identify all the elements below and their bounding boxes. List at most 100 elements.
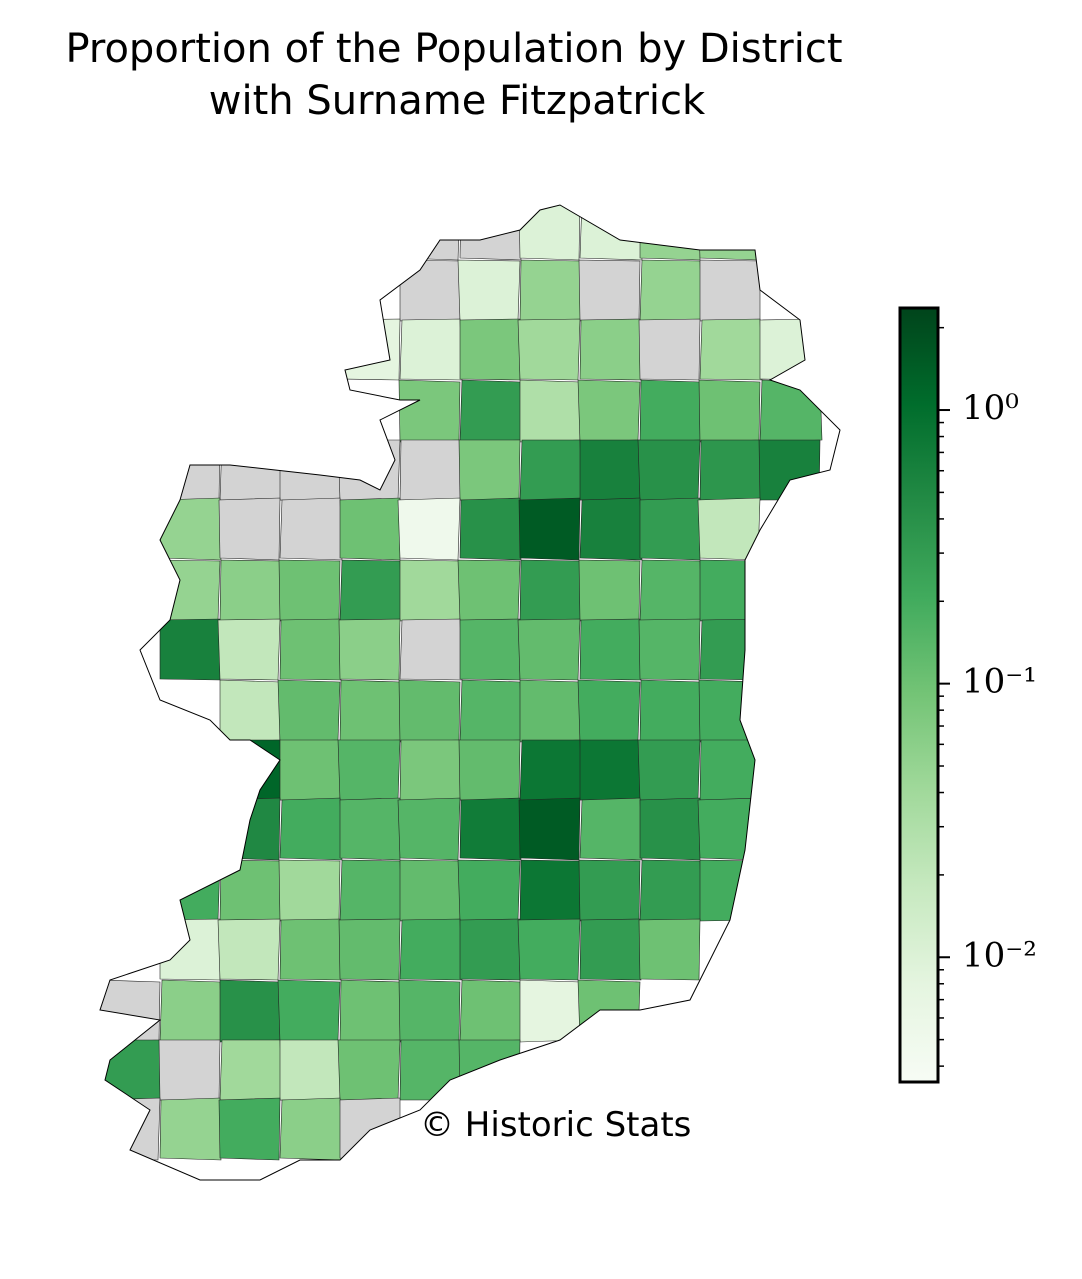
district xyxy=(699,439,762,501)
district xyxy=(219,559,282,622)
district xyxy=(100,1039,162,1101)
district xyxy=(639,379,702,443)
district xyxy=(697,797,761,861)
coastline xyxy=(99,204,841,1181)
district xyxy=(277,679,341,743)
district xyxy=(459,918,521,981)
district xyxy=(399,739,462,801)
district xyxy=(457,259,521,322)
district xyxy=(279,497,343,561)
district xyxy=(279,797,343,861)
district xyxy=(159,497,222,561)
district xyxy=(638,918,701,981)
district xyxy=(458,1039,521,1101)
district xyxy=(699,318,763,381)
district xyxy=(519,379,581,443)
district xyxy=(397,797,461,861)
district xyxy=(459,318,521,381)
chart-title: Proportion of the Population by District xyxy=(65,26,842,72)
district xyxy=(697,497,761,561)
district xyxy=(699,559,761,622)
district xyxy=(517,918,581,981)
district xyxy=(577,379,641,443)
district xyxy=(398,979,461,1043)
district xyxy=(579,497,643,561)
district xyxy=(637,439,701,501)
district xyxy=(337,1039,401,1101)
district xyxy=(398,679,461,743)
district xyxy=(698,679,761,743)
district xyxy=(339,797,401,861)
district xyxy=(519,259,582,322)
district xyxy=(219,739,283,801)
district xyxy=(458,739,521,801)
district xyxy=(399,918,463,981)
annotation: © Historic Stats xyxy=(420,1105,691,1145)
district xyxy=(278,859,341,922)
district xyxy=(337,739,401,801)
district xyxy=(278,559,341,622)
district xyxy=(279,1039,341,1101)
district xyxy=(579,618,642,681)
district xyxy=(579,439,641,501)
colorbar-tick-label: 10⁻² xyxy=(962,935,1037,975)
district xyxy=(517,318,581,381)
district xyxy=(579,739,641,801)
district xyxy=(578,259,641,322)
district xyxy=(277,979,341,1043)
district xyxy=(218,1097,281,1161)
district xyxy=(279,1097,343,1161)
district xyxy=(157,559,221,622)
district xyxy=(399,1039,462,1101)
district xyxy=(219,859,282,922)
district xyxy=(218,797,281,861)
district xyxy=(219,979,281,1043)
district xyxy=(459,979,523,1043)
district xyxy=(159,918,221,981)
district xyxy=(217,918,281,981)
district xyxy=(339,559,403,622)
district xyxy=(399,318,463,381)
district xyxy=(219,679,281,743)
district xyxy=(279,618,342,681)
district xyxy=(699,859,761,922)
district xyxy=(399,559,461,622)
district xyxy=(397,497,461,561)
district xyxy=(638,318,701,381)
district xyxy=(218,497,281,561)
district xyxy=(338,918,401,981)
district xyxy=(339,679,402,743)
district xyxy=(100,1097,161,1161)
district xyxy=(519,559,582,622)
district xyxy=(759,379,823,443)
district xyxy=(457,859,521,922)
district xyxy=(459,497,522,561)
district xyxy=(459,618,521,681)
district xyxy=(399,859,461,922)
district xyxy=(519,979,581,1043)
district xyxy=(519,859,582,922)
district xyxy=(397,205,461,261)
district xyxy=(578,559,641,622)
district xyxy=(338,318,401,381)
district xyxy=(579,318,642,381)
district xyxy=(519,439,583,501)
district xyxy=(699,259,761,322)
district xyxy=(338,618,401,681)
chart-title: with Surname Fitzpatrick xyxy=(209,78,706,124)
district xyxy=(639,205,701,261)
district xyxy=(578,859,641,922)
district xyxy=(579,918,642,981)
district xyxy=(577,679,641,743)
district xyxy=(339,979,402,1043)
district xyxy=(697,205,761,261)
district xyxy=(459,379,523,443)
district xyxy=(518,497,581,561)
district xyxy=(279,439,341,501)
district xyxy=(279,739,341,801)
district xyxy=(339,859,403,922)
colorbar-fill xyxy=(898,306,940,1084)
district xyxy=(639,497,701,561)
district xyxy=(399,259,461,322)
district xyxy=(158,1039,221,1101)
